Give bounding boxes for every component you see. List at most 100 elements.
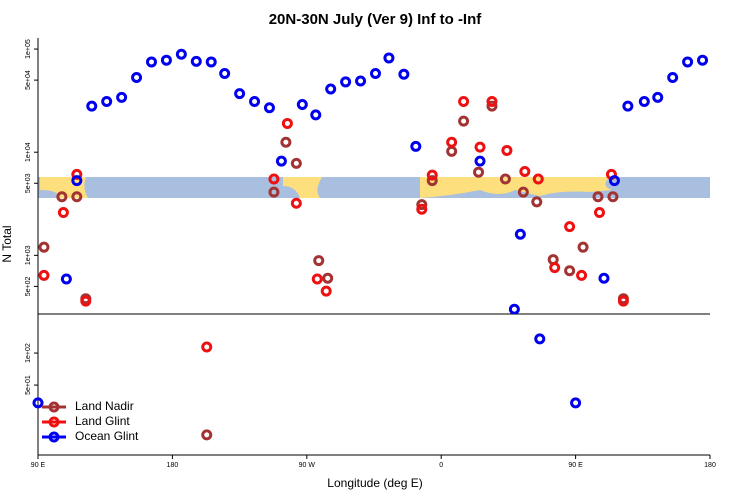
- point: [313, 255, 325, 267]
- point: [576, 269, 588, 281]
- point: [56, 191, 68, 203]
- point: [38, 269, 50, 281]
- point: [474, 141, 486, 153]
- y-tick-label: 1e+02: [25, 343, 32, 363]
- point: [249, 96, 261, 108]
- point: [325, 83, 337, 95]
- point: [131, 71, 143, 83]
- point: [446, 136, 458, 148]
- point: [534, 333, 546, 345]
- legend-label: Land Nadir: [75, 399, 134, 413]
- point: [175, 48, 187, 60]
- point: [38, 241, 50, 253]
- point: [519, 166, 531, 178]
- y-tick-label: 1e+05: [25, 39, 32, 59]
- y-tick-label: 5e+04: [25, 70, 32, 90]
- point: [275, 155, 287, 167]
- point: [281, 117, 293, 129]
- point: [607, 191, 619, 203]
- point: [71, 191, 83, 203]
- point: [268, 186, 280, 198]
- point: [263, 102, 275, 114]
- point: [355, 75, 367, 87]
- point: [145, 56, 157, 68]
- point: [410, 140, 422, 152]
- point: [290, 157, 302, 169]
- point: [486, 96, 498, 108]
- point: [369, 67, 381, 79]
- point: [458, 115, 470, 127]
- point: [116, 91, 128, 103]
- point: [296, 99, 308, 111]
- legend-marker: [48, 416, 60, 428]
- point: [592, 191, 604, 203]
- point: [499, 173, 511, 185]
- point: [638, 96, 650, 108]
- point: [532, 173, 544, 185]
- point: [608, 175, 620, 187]
- point: [458, 96, 470, 108]
- points: [38, 48, 709, 314]
- point: [486, 100, 498, 112]
- point: [201, 429, 213, 441]
- point: [508, 303, 520, 314]
- point: [682, 56, 694, 68]
- legend-label: Land Glint: [75, 414, 130, 428]
- point: [416, 199, 428, 211]
- point: [426, 169, 438, 181]
- point: [697, 54, 709, 66]
- y-tick-label: 1e+04: [25, 142, 32, 162]
- x-tick-label: 90 E: [568, 462, 583, 469]
- point: [205, 56, 217, 68]
- point: [577, 241, 589, 253]
- y-tick-label: 1e+03: [25, 245, 32, 265]
- point: [219, 67, 231, 79]
- legend-label: Ocean Glint: [75, 429, 139, 443]
- chart-title: 20N-30N July (Ver 9) Inf to -Inf: [269, 11, 483, 28]
- y-tick-label: 5e+03: [25, 173, 32, 193]
- point: [311, 273, 323, 285]
- point: [398, 68, 410, 80]
- point: [234, 88, 246, 100]
- point: [86, 100, 98, 112]
- point: [593, 207, 605, 219]
- point: [57, 207, 69, 219]
- point: [340, 76, 352, 88]
- point: [617, 295, 629, 307]
- point: [160, 54, 172, 66]
- point: [501, 144, 513, 156]
- point: [622, 100, 634, 112]
- point: [667, 71, 679, 83]
- point: [80, 295, 92, 307]
- point: [473, 166, 485, 178]
- point: [71, 168, 83, 180]
- point: [564, 265, 576, 277]
- point: [474, 155, 486, 167]
- point: [101, 96, 113, 108]
- point: [514, 228, 526, 240]
- y-tick-label: 5e+01: [25, 375, 32, 395]
- x-tick-label: 90 E: [31, 462, 46, 469]
- y-axis-label: N Total: [0, 225, 14, 262]
- x-tick-label: 0: [439, 462, 443, 469]
- point: [383, 52, 395, 64]
- point: [32, 397, 44, 409]
- point: [416, 203, 428, 215]
- point: [320, 285, 332, 297]
- x-tick-label: 180: [167, 462, 179, 469]
- points: [32, 333, 582, 441]
- point: [598, 272, 610, 284]
- x-axis-label: Longitude (deg E): [327, 476, 422, 490]
- point: [652, 91, 664, 103]
- point: [268, 173, 280, 185]
- x-tick-label: 180: [704, 462, 716, 469]
- legend-marker: [48, 431, 60, 443]
- point: [322, 272, 334, 284]
- point: [310, 109, 322, 121]
- point: [201, 341, 213, 353]
- point: [549, 262, 561, 274]
- point: [426, 175, 438, 187]
- point: [280, 136, 292, 148]
- point: [71, 175, 83, 187]
